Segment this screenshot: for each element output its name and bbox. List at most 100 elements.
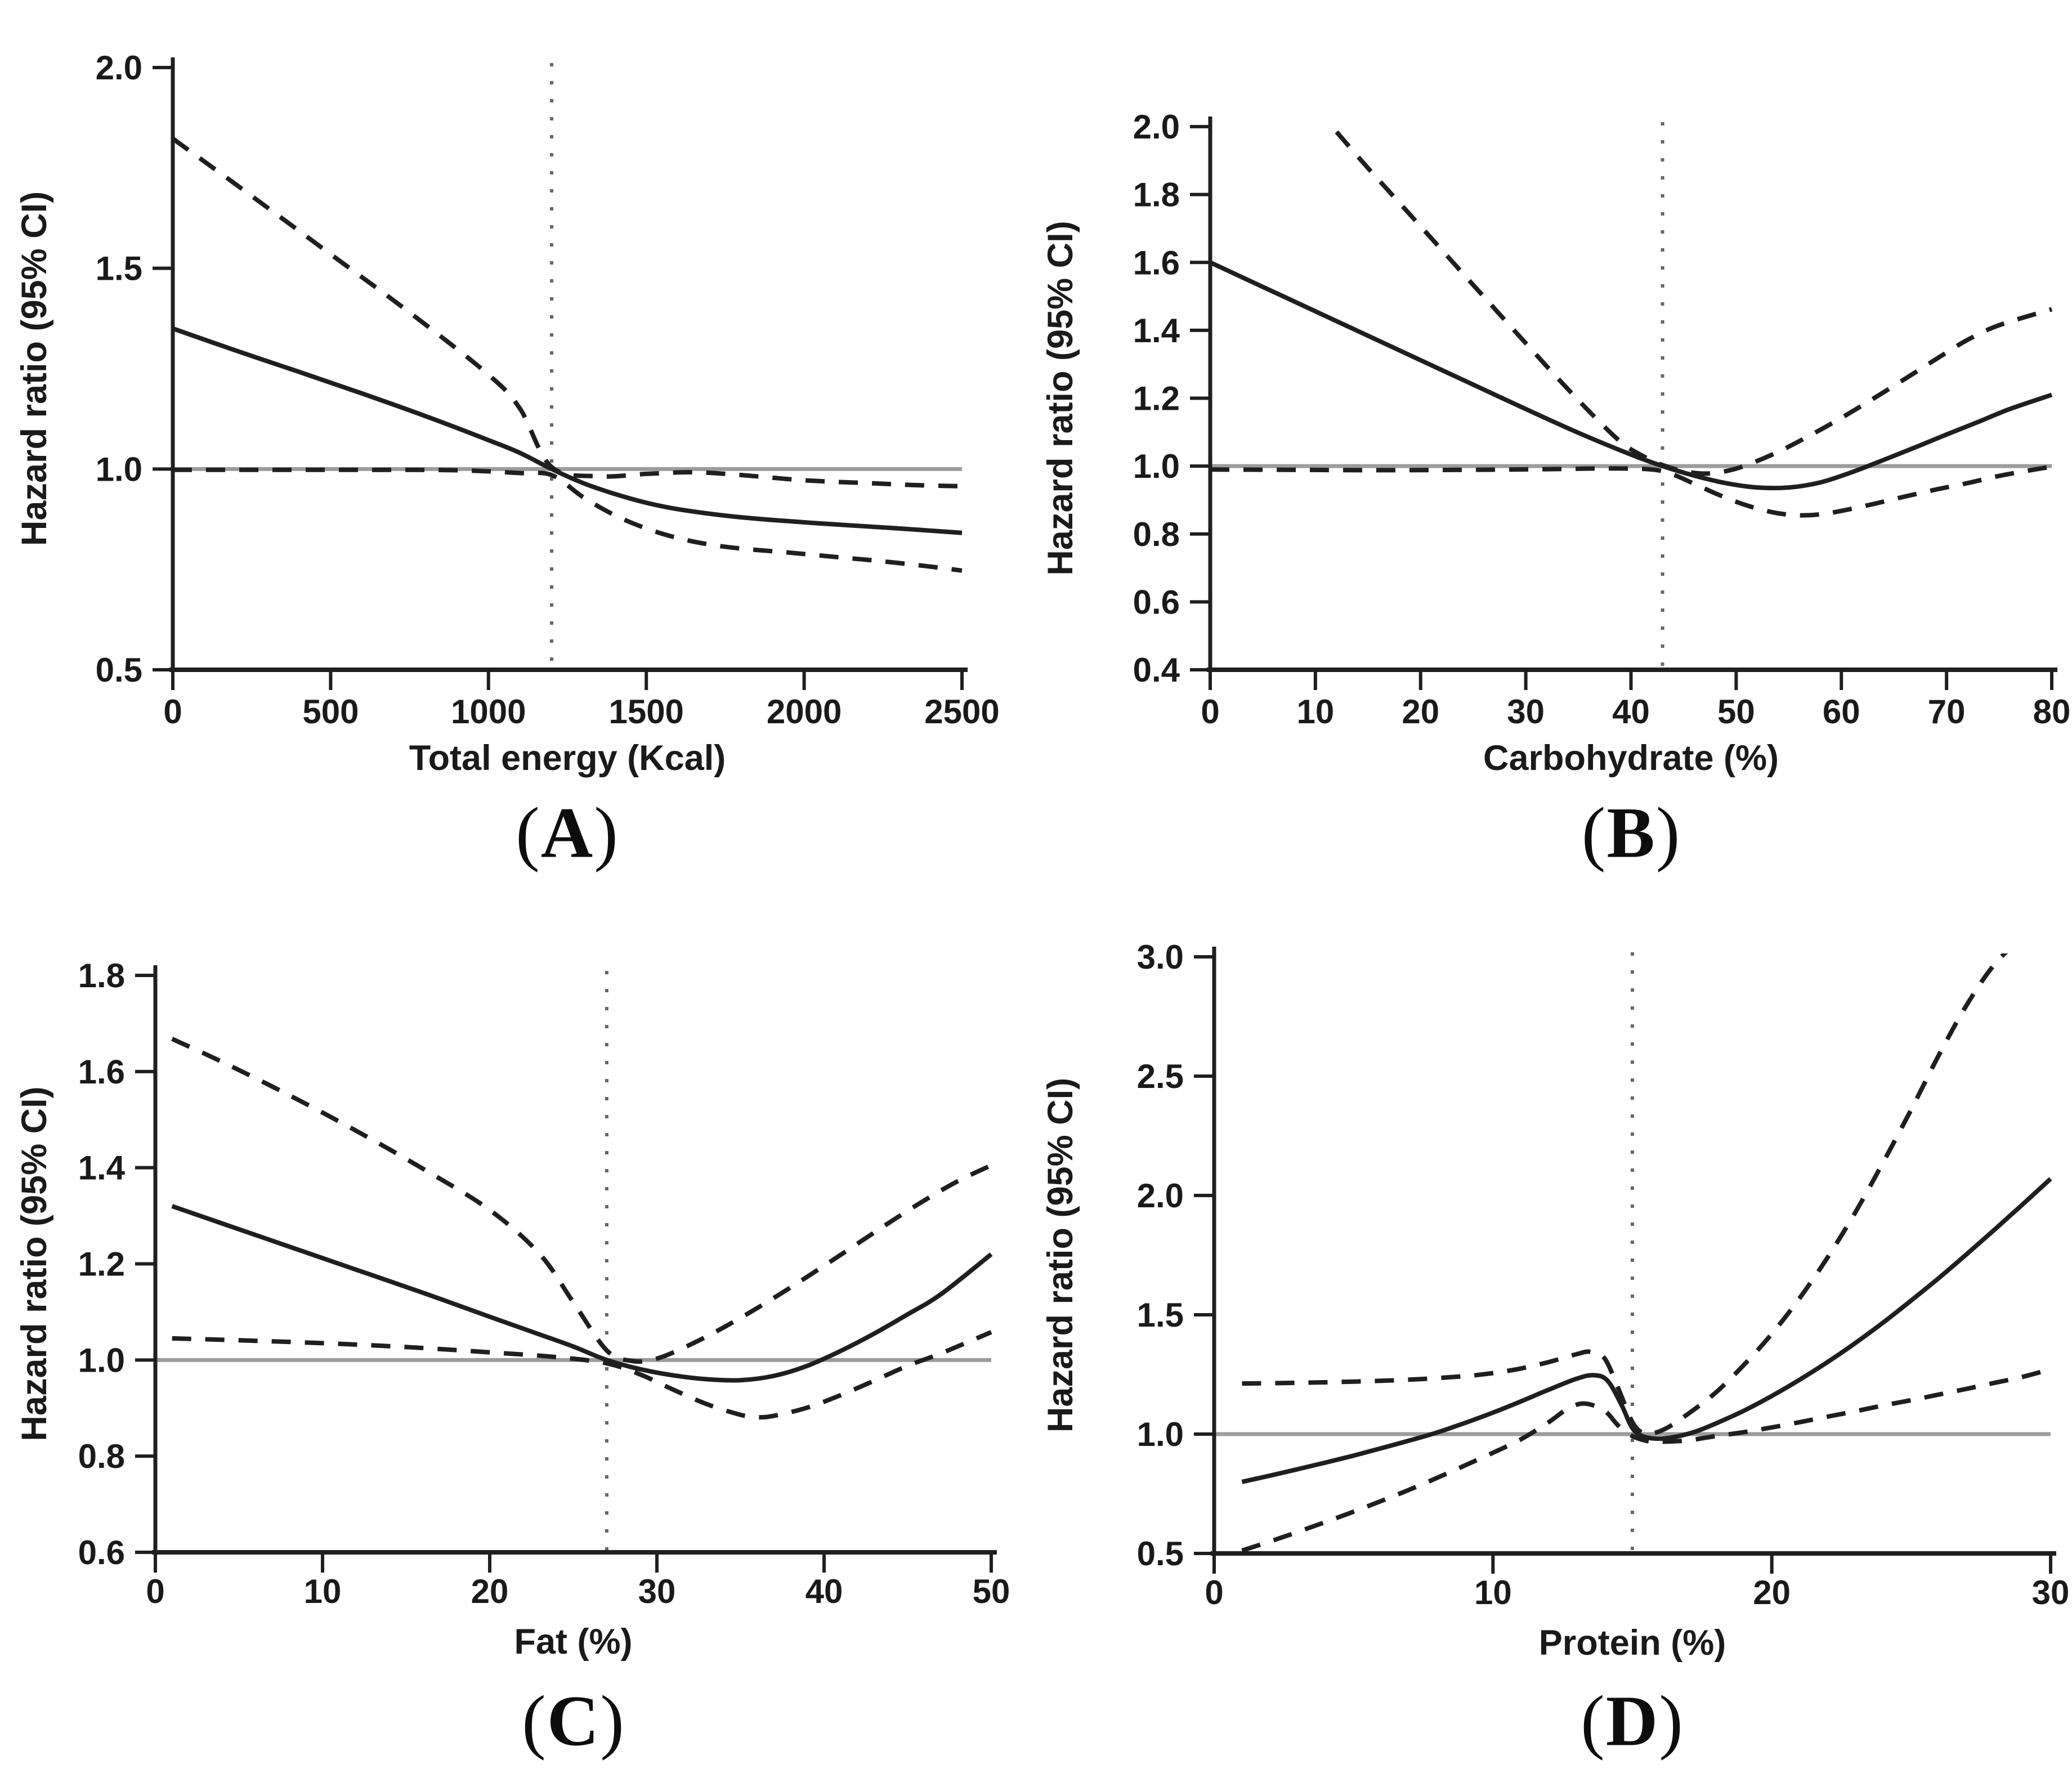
y-ticks: 0.5 1.0 1.5 2.0 2.5 3.0: [1137, 938, 1214, 1573]
axes: 0.6 0.8 1.0 1.2 1.4 1.6 1.8 0 10 20 30 40 50: [78, 957, 1010, 1610]
curves: [1209, 123, 2053, 518]
y-tick-label: 0.5: [96, 651, 142, 689]
paren-open: (: [522, 1681, 547, 1761]
y-tick-label: 1.5: [96, 250, 142, 288]
y-tick-label: 1.5: [1137, 1296, 1184, 1334]
curves: [171, 1037, 993, 1420]
panel-D: 0.5 1.0 1.5 2.0 2.5 3.0 0 10 20 30 Protein (%) Haza…: [1041, 938, 2070, 1663]
y-ticks: 0.4 0.6 0.8 1.0 1.2 1.4 1.6 1.8 2.0: [1133, 108, 1210, 689]
x-ticks: 0 10 20 30 40 50 60 70 80: [1201, 670, 2070, 731]
paren-open: (: [1581, 792, 1607, 873]
x-ticks: 0 10 20 30: [1205, 1553, 2069, 1611]
y-ticks: 0.6 0.8 1.0 1.2 1.4 1.6 1.8: [78, 957, 155, 1571]
x-axis-label: Protein (%): [1539, 1623, 1726, 1663]
panel-label-c: (C): [522, 1680, 625, 1763]
x-tick-label: 2500: [924, 693, 999, 731]
x-axis-label: Carbohydrate (%): [1483, 738, 1779, 778]
x-axis-label: Total energy (Kcal): [409, 738, 726, 778]
panel-C: 0.6 0.8 1.0 1.2 1.4 1.6 1.8 0 10 20 30 40 50 Fat (%) H…: [15, 957, 1010, 1661]
y-tick-label: 1.4: [78, 1149, 126, 1187]
panel-B: 0.4 0.6 0.8 1.0 1.2 1.4 1.6 1.8 2.0 0 10 20 30 40 50 60…: [1041, 108, 2071, 778]
y-tick-label: 3.0: [1137, 938, 1184, 976]
x-tick-label: 80: [2033, 693, 2071, 731]
x-tick-label: 1000: [451, 693, 526, 731]
x-tick-label: 30: [638, 1573, 676, 1610]
y-tick-label: 1.8: [78, 957, 125, 995]
y-ticks: 0.5 1.0 1.5 2.0: [96, 49, 173, 689]
x-tick-label: 10: [304, 1573, 342, 1610]
paren-close: ): [594, 792, 619, 873]
y-axis-label: Hazard ratio (95% CI): [1041, 221, 1080, 575]
axes: 0.5 1.0 1.5 2.0 0 500 1000 1500 2000 2500: [96, 49, 1000, 731]
panel-letter-text: B: [1606, 792, 1656, 873]
x-tick-label: 20: [1402, 693, 1439, 731]
y-tick-label: 1.4: [1133, 312, 1180, 350]
ci-lower-curve: [172, 1330, 992, 1420]
panel-letter-text: A: [540, 792, 594, 873]
x-tick-label: 0: [146, 1573, 164, 1610]
y-tick-label: 1.2: [78, 1246, 125, 1283]
y-tick-label: 0.5: [1137, 1535, 1184, 1573]
x-tick-label: 0: [1201, 693, 1219, 731]
y-tick-label: 0.4: [1133, 651, 1180, 689]
curves: [1241, 953, 2052, 1553]
x-tick-label: 1500: [608, 693, 683, 731]
y-tick-label: 1.0: [1137, 1416, 1184, 1453]
y-tick-label: 0.6: [1133, 583, 1180, 621]
y-tick-label: 1.6: [1133, 244, 1180, 281]
axes: 0.5 1.0 1.5 2.0 2.5 3.0 0 10 20 30: [1137, 938, 2070, 1611]
y-tick-label: 1.0: [1133, 447, 1180, 485]
hazard-ratio-curve: [1209, 260, 2053, 491]
y-tick-label: 2.0: [1133, 108, 1180, 146]
y-axis-label: Hazard ratio (95% CI): [15, 191, 54, 546]
hazard-ratio-curve: [171, 1204, 993, 1383]
ci-upper-curve: [1242, 953, 2008, 1437]
axes: 0.4 0.6 0.8 1.0 1.2 1.4 1.6 1.8 2.0 0 10 20 30 40 50 60…: [1133, 108, 2071, 731]
curves: [172, 137, 963, 573]
paren-open: (: [1581, 1681, 1606, 1761]
x-tick-label: 60: [1823, 693, 1860, 731]
x-ticks: 0 500 1000 1500 2000 2500: [163, 670, 1000, 731]
x-tick-label: 500: [302, 693, 359, 731]
y-tick-label: 1.6: [78, 1053, 125, 1091]
ci-lower-curve: [1241, 1367, 2052, 1553]
x-tick-label: 50: [973, 1573, 1010, 1610]
x-tick-label: 40: [805, 1573, 843, 1610]
y-tick-label: 0.6: [78, 1534, 125, 1571]
y-tick-label: 2.5: [1137, 1058, 1184, 1095]
y-tick-label: 1.2: [1133, 380, 1180, 418]
ci-lower-curve: [172, 467, 963, 573]
paren-close: ): [1655, 792, 1681, 873]
panel-A: 0.5 1.0 1.5 2.0 0 500 1000 1500 2000 2500 Total en…: [15, 49, 1000, 778]
paren-close: ): [600, 1681, 625, 1761]
ci-lower-curve: [1210, 464, 2052, 518]
x-tick-label: 10: [1297, 693, 1335, 731]
x-axis-label: Fat (%): [514, 1622, 633, 1661]
hazard-ratio-curve: [1241, 1177, 2052, 1484]
x-tick-label: 20: [471, 1573, 509, 1610]
panel-letter-text: D: [1605, 1681, 1659, 1761]
x-tick-label: 30: [2032, 1574, 2070, 1611]
x-tick-label: 50: [1717, 693, 1755, 731]
x-tick-label: 10: [1474, 1574, 1512, 1611]
panel-letter-text: C: [547, 1681, 601, 1761]
panel-label-a: (A): [516, 792, 619, 875]
y-tick-label: 0.8: [1133, 516, 1180, 553]
panel-label-d: (D): [1581, 1680, 1684, 1763]
y-tick-label: 1.0: [96, 450, 142, 488]
x-tick-label: 20: [1753, 1574, 1791, 1611]
ci-upper-curve: [172, 137, 963, 489]
y-tick-label: 1.0: [78, 1341, 125, 1379]
x-tick-label: 2000: [767, 693, 842, 731]
y-tick-label: 2.0: [1137, 1177, 1184, 1215]
ci-upper-curve: [1326, 123, 2053, 476]
y-tick-label: 0.8: [78, 1437, 125, 1475]
paren-open: (: [516, 792, 541, 873]
hazard-ratio-curve: [172, 326, 963, 535]
x-ticks: 0 10 20 30 40 50: [146, 1552, 1010, 1610]
y-tick-label: 1.8: [1133, 176, 1180, 214]
panel-label-b: (B): [1582, 792, 1681, 875]
paren-close: ): [1659, 1681, 1684, 1761]
